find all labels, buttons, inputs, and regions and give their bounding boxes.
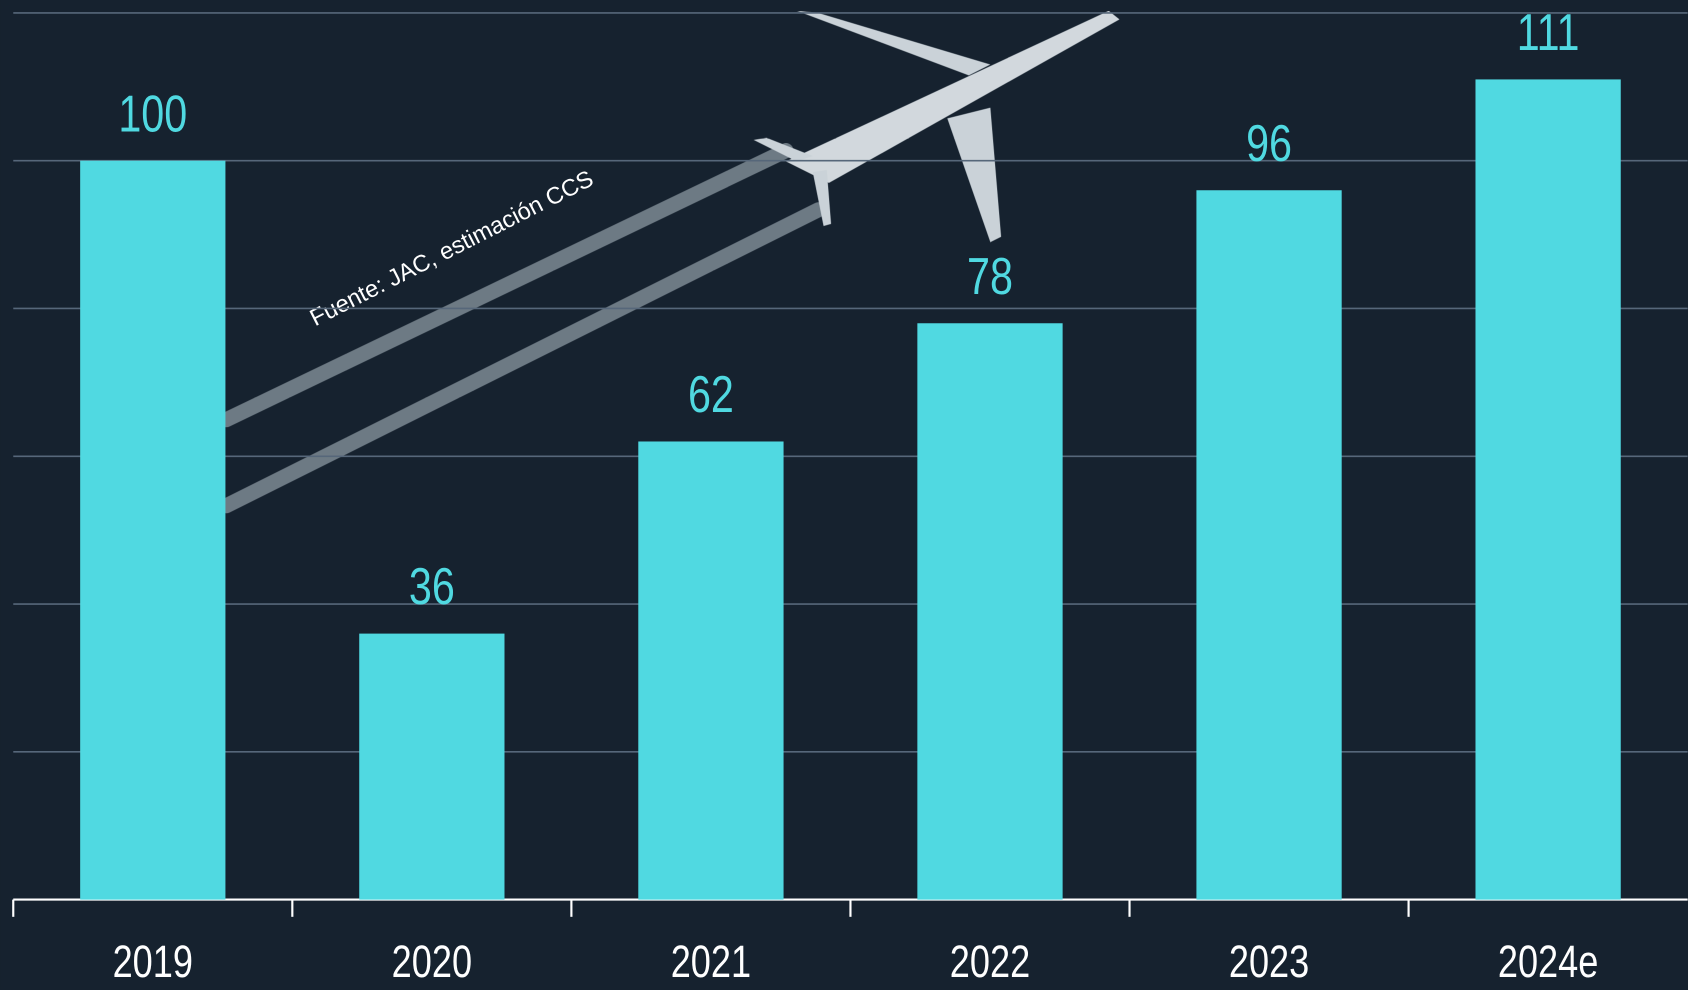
- bar: [917, 323, 1063, 900]
- bar: [1475, 79, 1621, 900]
- x-tick-label: 2024e: [1498, 936, 1599, 987]
- x-tick-label: 2022: [950, 936, 1030, 987]
- value-label: 111: [1517, 4, 1580, 61]
- x-tick-label: 2023: [1229, 936, 1309, 987]
- x-tick-label: 2021: [671, 936, 751, 987]
- bar: [1196, 190, 1342, 900]
- bar: [80, 160, 226, 900]
- value-label: 96: [1246, 114, 1292, 171]
- value-label: 100: [118, 85, 187, 142]
- bar: [638, 441, 784, 900]
- x-tick-label: 2020: [392, 936, 472, 987]
- value-label: 62: [688, 366, 734, 423]
- bar: [359, 633, 505, 900]
- value-label: 36: [409, 558, 455, 615]
- value-label: 78: [967, 247, 1013, 304]
- x-tick-label: 2019: [113, 936, 193, 987]
